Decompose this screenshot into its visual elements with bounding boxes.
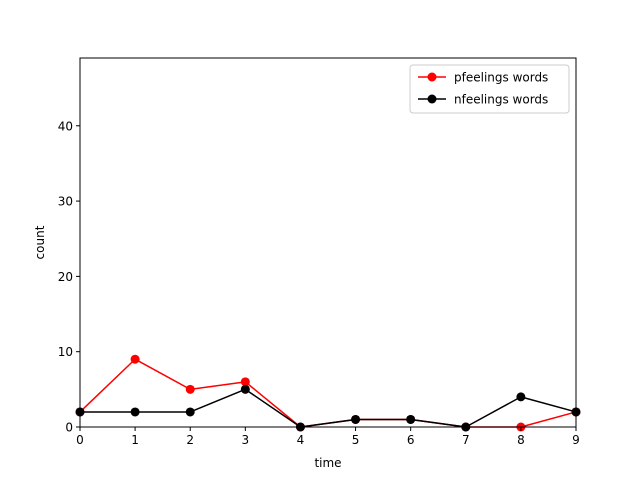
y-tick-label: 40 bbox=[58, 119, 73, 133]
x-tick-label: 1 bbox=[131, 433, 139, 447]
x-axis: 0 1 2 3 4 5 6 7 8 9 bbox=[76, 427, 580, 447]
legend: pfeelings words nfeelings words bbox=[409, 64, 570, 114]
legend-label: nfeelings words bbox=[454, 93, 548, 107]
plot-frame bbox=[79, 57, 577, 428]
x-tick-label: 9 bbox=[572, 433, 580, 447]
legend-label: pfeelings words bbox=[454, 71, 548, 85]
legend-swatch-marker bbox=[427, 94, 437, 104]
x-tick-label: 4 bbox=[297, 433, 305, 447]
data-point bbox=[516, 392, 526, 402]
data-point bbox=[240, 384, 250, 394]
x-tick-label: 0 bbox=[76, 433, 84, 447]
x-tick-label: 7 bbox=[462, 433, 470, 447]
y-tick-label: 10 bbox=[58, 345, 73, 359]
x-tick-label: 6 bbox=[407, 433, 415, 447]
data-point bbox=[240, 377, 250, 387]
data-point bbox=[185, 407, 195, 417]
data-point bbox=[406, 414, 416, 424]
y-axis: 0 10 20 30 40 bbox=[58, 119, 80, 435]
y-axis-label: count bbox=[33, 225, 47, 259]
legend-swatch-marker bbox=[427, 72, 437, 82]
x-axis-label: time bbox=[314, 456, 341, 470]
x-tick-label: 3 bbox=[242, 433, 250, 447]
data-point bbox=[130, 354, 140, 364]
y-tick-label: 0 bbox=[65, 421, 73, 435]
series-line bbox=[80, 388, 577, 428]
data-point bbox=[130, 407, 140, 417]
data-point bbox=[351, 414, 361, 424]
y-tick-label: 30 bbox=[58, 195, 73, 209]
plot-area bbox=[80, 58, 576, 427]
x-tick-label: 2 bbox=[186, 433, 194, 447]
legend-item: nfeelings words bbox=[418, 93, 548, 107]
y-tick-label: 20 bbox=[58, 270, 73, 284]
series-2 bbox=[75, 384, 581, 432]
legend-item: pfeelings words bbox=[418, 71, 548, 85]
x-tick-label: 8 bbox=[517, 433, 525, 447]
legend-box bbox=[409, 64, 570, 114]
data-point bbox=[185, 384, 195, 394]
x-tick-label: 5 bbox=[352, 433, 360, 447]
